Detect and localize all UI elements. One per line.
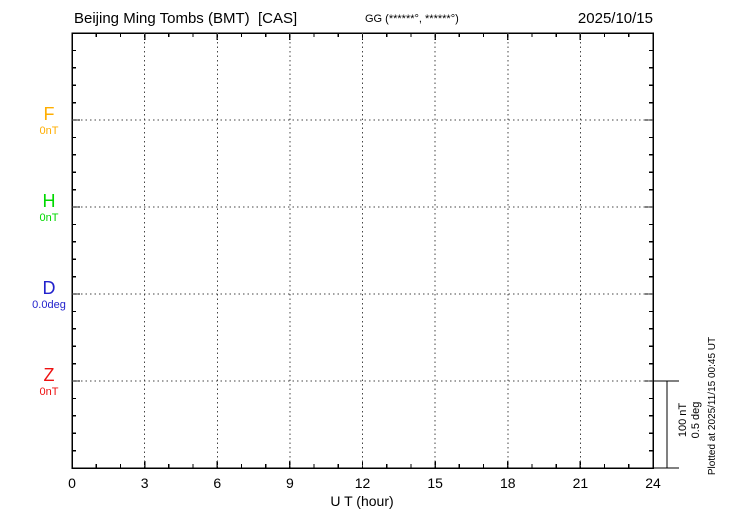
x-tick-label-24: 24 <box>645 475 661 491</box>
scale-bar-labels: 100 nT 0.5 deg <box>677 376 703 464</box>
x-tick-label-6: 6 <box>213 475 222 491</box>
x-axis-title: U T (hour) <box>330 493 394 509</box>
channel-label-D: D <box>42 278 56 298</box>
x-tick-label-3: 3 <box>140 475 149 491</box>
channel-baseline-value-D: 0.0deg <box>32 299 66 311</box>
plotted-at-note: Plotted at 2025/11/15 00:45 UT <box>707 336 718 476</box>
channel-baseline-value-Z: 0nT <box>39 386 59 398</box>
x-tick-label-15: 15 <box>427 475 443 491</box>
geographic-coords: GG (******°, ******°) <box>365 13 459 25</box>
channel-label-F: F <box>43 104 55 124</box>
channel-baseline-value-H: 0nT <box>39 212 59 224</box>
page-title: Beijing Ming Tombs (BMT) [CAS] <box>74 10 298 27</box>
x-tick-label-21: 21 <box>572 475 589 491</box>
channel-label-Z: Z <box>43 365 55 385</box>
x-tick-label-18: 18 <box>499 475 516 491</box>
x-tick-label-0: 0 <box>68 475 76 491</box>
scale-bar-label-deg: 0.5 deg <box>690 401 702 439</box>
channel-label-H: H <box>42 191 56 211</box>
plot-date: 2025/10/15 <box>577 10 653 27</box>
scale-bar-label-nt: 100 nT <box>677 402 689 438</box>
x-tick-label-9: 9 <box>285 475 294 491</box>
x-tick-label-12: 12 <box>354 475 371 491</box>
channel-baseline-value-F: 0nT <box>39 125 59 137</box>
